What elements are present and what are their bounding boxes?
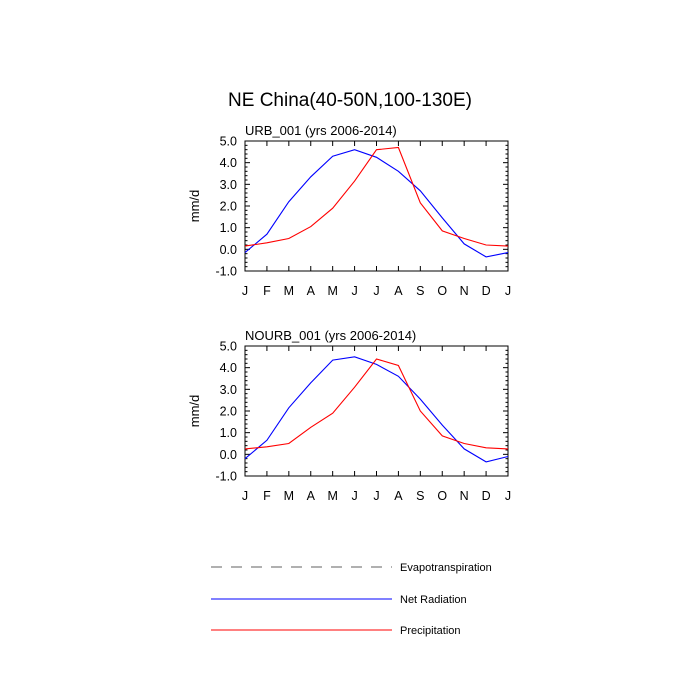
x-tick-label: M [327, 284, 337, 298]
urb-series-net-radiation [244, 149, 509, 258]
x-tick-label: J [242, 284, 248, 298]
y-tick-label: 1.0 [220, 221, 237, 235]
panel-subtitle: NOURB_001 (yrs 2006-2014) [245, 328, 416, 343]
x-tick-label: D [482, 284, 491, 298]
x-tick-label: S [416, 489, 424, 503]
x-tick-label: J [505, 489, 511, 503]
legend-label: Precipitation [400, 625, 461, 637]
figure-title: NE China(40-50N,100-130E) [228, 90, 472, 111]
panel-urb: URB_001 (yrs 2006-2014) -1.0 0.0 1.0 2.0 3.0 4… [187, 123, 511, 298]
x-tick-label: O [437, 284, 447, 298]
x-tick-label: M [327, 489, 337, 503]
x-tick-label: A [307, 489, 316, 503]
y-axis-label: mm/d [187, 395, 202, 428]
y-tick-label: 5.0 [220, 135, 237, 149]
plot-frame [244, 345, 509, 477]
panel-subtitle: URB_001 (yrs 2006-2014) [245, 123, 397, 138]
x-tick-label: J [351, 489, 357, 503]
x-tick-label: A [307, 284, 316, 298]
y-axis-label: mm/d [187, 190, 202, 223]
x-tick-label: M [284, 489, 294, 503]
y-tick-label: 4.0 [220, 361, 237, 375]
x-tick-label: A [394, 284, 403, 298]
y-tick-label: 0.0 [220, 243, 237, 257]
nourb-series-net-radiation [244, 356, 509, 463]
x-tick-label: D [482, 489, 491, 503]
x-tick-label: J [505, 284, 511, 298]
nourb-series-precipitation [244, 358, 509, 450]
legend-label: Evapotranspiration [400, 562, 492, 574]
x-tick-label: J [242, 489, 248, 503]
legend: Evapotranspiration Net Radiation Precipita… [211, 562, 492, 637]
y-tick-label: -1.0 [215, 265, 237, 279]
y-tick-label: 0.0 [220, 448, 237, 462]
y-tick-label: 4.0 [220, 156, 237, 170]
y-tick-label: 1.0 [220, 426, 237, 440]
x-tick-label: S [416, 284, 424, 298]
y-tick-label: 2.0 [220, 200, 237, 214]
x-tick-label: M [284, 284, 294, 298]
x-tick-label: J [351, 284, 357, 298]
plot-frame [244, 140, 509, 272]
x-tick-label: N [460, 284, 469, 298]
x-tick-label: J [373, 284, 379, 298]
y-tick-label: 2.0 [220, 405, 237, 419]
x-tick-label: J [373, 489, 379, 503]
x-tick-label: F [263, 284, 271, 298]
urb-series-precipitation [244, 146, 509, 247]
x-tick-label: A [394, 489, 403, 503]
legend-label: Net Radiation [400, 594, 467, 606]
y-tick-label: -1.0 [215, 470, 237, 484]
y-tick-label: 5.0 [220, 340, 237, 354]
x-tick-label: F [263, 489, 271, 503]
x-tick-label: N [460, 489, 469, 503]
x-tick-label: O [437, 489, 447, 503]
panel-nourb: NOURB_001 (yrs 2006-2014) -1.0 0.0 1.0 2.0 3.… [187, 328, 511, 503]
y-tick-label: 3.0 [220, 383, 237, 397]
y-tick-label: 3.0 [220, 178, 237, 192]
